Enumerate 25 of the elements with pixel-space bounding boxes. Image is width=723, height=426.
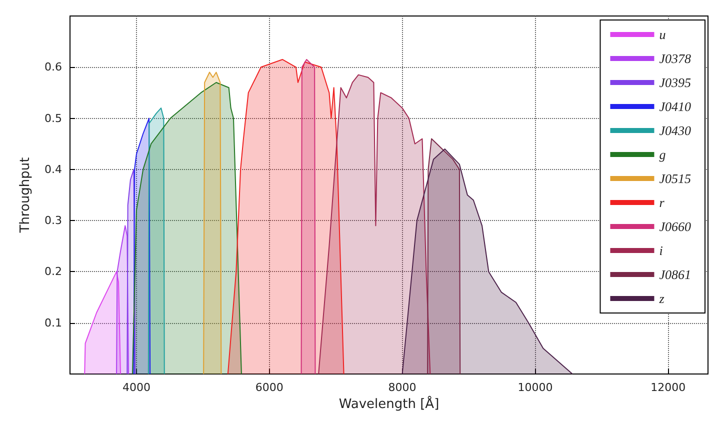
- x-tick-label: 6000: [255, 381, 284, 394]
- x-tick-label: 4000: [122, 381, 150, 394]
- legend-label: J0395: [659, 75, 692, 90]
- x-tick-label: 10000: [518, 381, 553, 394]
- x-axis-title: Wavelength [Å]: [338, 394, 440, 412]
- legend-label: J0410: [659, 99, 692, 114]
- legend-label: J0430: [659, 123, 692, 138]
- legend-label: g: [659, 147, 666, 162]
- x-tick-label: 8000: [388, 381, 416, 394]
- y-tick-label: 0.4: [44, 162, 62, 176]
- legend-label: z: [658, 291, 664, 306]
- x-tick-label: 12000: [650, 381, 686, 394]
- y-tick-label: 0.2: [44, 265, 62, 278]
- legend-label: J0515: [659, 171, 692, 186]
- legend-label: i: [659, 243, 664, 258]
- legend-label: u: [659, 27, 666, 42]
- legend-label: J0378: [659, 51, 692, 66]
- legend-label: J0660: [659, 219, 692, 234]
- y-tick-label: 0.6: [44, 60, 62, 74]
- legend-label: J0861: [659, 267, 692, 282]
- y-tick-label: 0.1: [44, 316, 62, 330]
- y-tick-label: 0.3: [44, 214, 62, 228]
- y-axis-title: Throughput: [18, 157, 33, 234]
- y-tick-label: 0.5: [44, 112, 62, 125]
- legend-label: r: [659, 195, 666, 210]
